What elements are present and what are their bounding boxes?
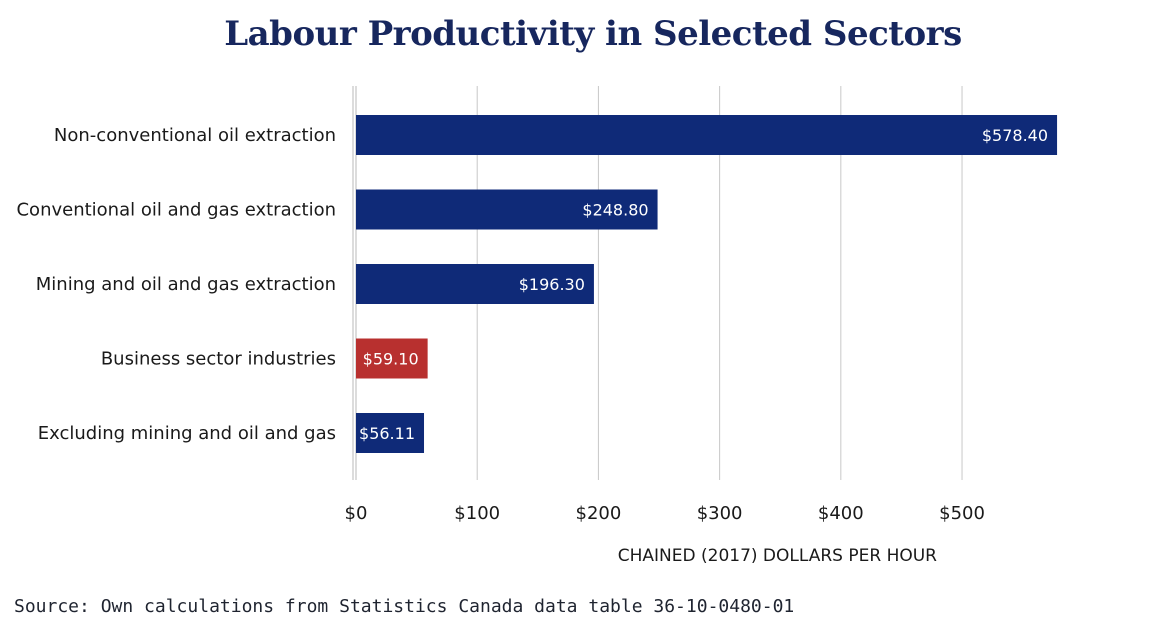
x-tick-label: $100 [454, 503, 500, 524]
category-label: Non-conventional oil extraction [54, 125, 336, 146]
x-axis-title: CHAINED (2017) DOLLARS PER HOUR [618, 546, 937, 566]
bar-value-label: $578.40 [982, 126, 1048, 145]
category-label: Excluding mining and oil and gas [38, 423, 336, 444]
bar [356, 115, 1058, 155]
x-tick-label: $200 [576, 503, 622, 524]
source-note: Source: Own calculations from Statistics… [14, 596, 795, 617]
bar-value-label: $59.10 [363, 350, 419, 369]
category-label: Mining and oil and gas extraction [36, 274, 336, 295]
bar [356, 264, 594, 304]
x-tick-label: $0 [345, 503, 368, 524]
chart-title: Labour Productivity in Selected Sectors [224, 14, 962, 54]
bar [356, 413, 425, 453]
x-tick-label: $300 [697, 503, 743, 524]
bar-value-label: $56.11 [359, 424, 415, 443]
bar-value-label: $248.80 [582, 201, 648, 220]
category-label: Conventional oil and gas extraction [16, 200, 336, 221]
bar-value-label: $196.30 [519, 275, 585, 294]
bar [356, 338, 428, 379]
x-tick-label: $400 [818, 503, 864, 524]
bar [356, 189, 658, 230]
x-tick-label: $500 [939, 503, 985, 524]
category-label: Business sector industries [101, 349, 336, 370]
